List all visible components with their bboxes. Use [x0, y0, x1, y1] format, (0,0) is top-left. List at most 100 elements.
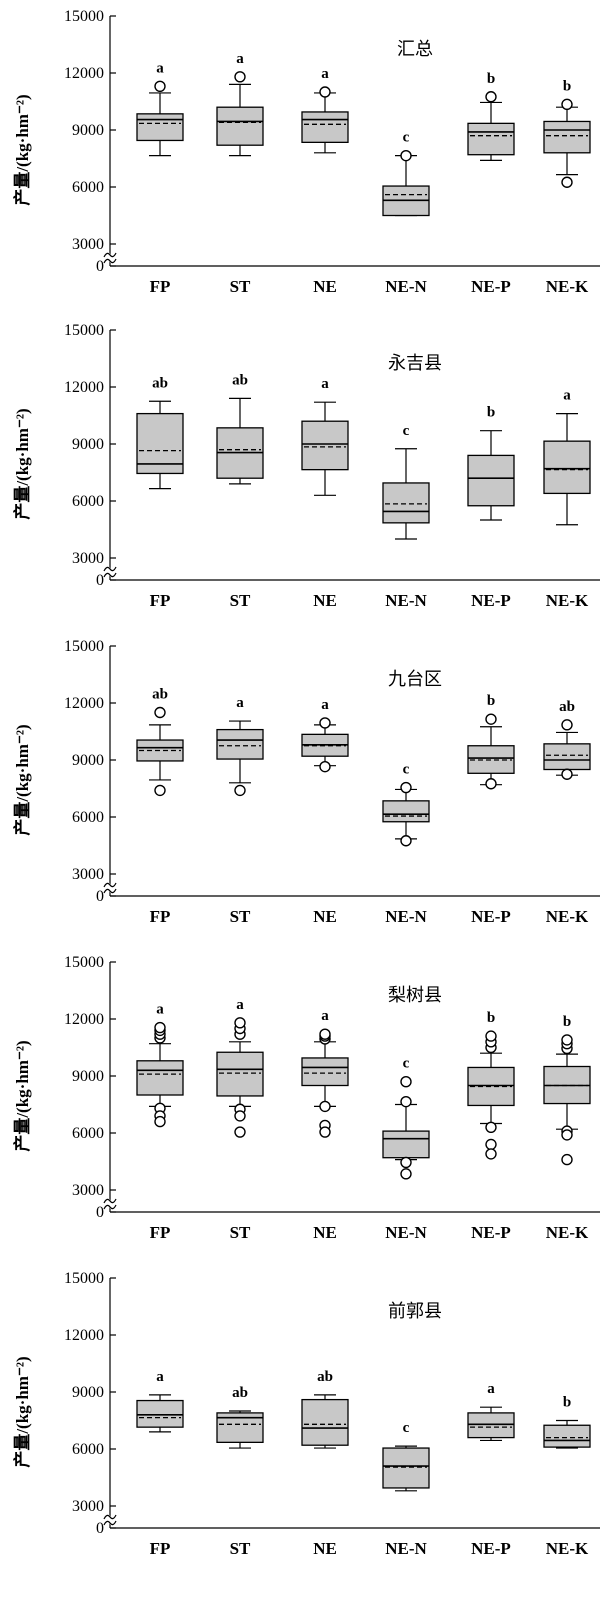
outlier-point — [400, 781, 412, 794]
iqr-box — [216, 1051, 264, 1097]
iqr-box — [382, 1447, 430, 1489]
significance-letter: c — [403, 130, 410, 146]
axis-break-mark — [103, 888, 117, 894]
outlier-point — [561, 176, 573, 188]
iqr-box — [543, 440, 591, 495]
outlier-point — [154, 1115, 166, 1128]
outlier-point — [485, 1148, 497, 1160]
box-NE-N: c — [382, 1420, 430, 1492]
significance-letter: b — [487, 693, 495, 709]
category-label: NE-K — [546, 277, 589, 296]
outlier-point — [561, 1034, 573, 1046]
outlier-point — [234, 1126, 246, 1138]
axis-break-mark — [103, 258, 117, 264]
y-tick-label: 0 — [96, 572, 104, 589]
category-label: ST — [230, 1539, 251, 1558]
y-tick-label: 0 — [96, 258, 104, 275]
box-NE: ab — [301, 1369, 349, 1449]
y-tick-label: 9000 — [72, 1384, 104, 1401]
box-ST: a — [216, 997, 264, 1138]
category-label: NE — [313, 1539, 337, 1558]
y-tick-label: 15000 — [64, 322, 104, 339]
iqr-box — [543, 120, 591, 154]
y-tick-label: 15000 — [64, 8, 104, 25]
axis-break-mark — [103, 1520, 117, 1526]
outlier-point — [154, 784, 166, 797]
significance-letter: b — [563, 1395, 571, 1411]
outlier-point — [561, 98, 573, 111]
outlier-point — [234, 1110, 246, 1122]
category-label: NE-P — [471, 907, 511, 926]
significance-letter: a — [236, 997, 244, 1013]
outlier-point — [485, 1138, 497, 1151]
category-label: NE-K — [546, 907, 589, 926]
box-NE-K: b — [543, 78, 591, 188]
category-label: NE-K — [546, 1539, 589, 1558]
box-NE-P: b — [467, 1010, 515, 1160]
outlier-point — [319, 1028, 331, 1040]
iqr-box — [382, 1130, 430, 1159]
box-NE-K: b — [543, 1014, 591, 1166]
box-NE-N: c — [382, 762, 430, 847]
outlier-point — [234, 1017, 246, 1029]
iqr-box — [216, 728, 264, 760]
panel-3: 15000 12000 9000 6000 3000 0 产量/(kg·hm⁻²) 九台区 FP… — [12, 638, 600, 926]
outlier-point — [485, 91, 497, 103]
iqr-box — [543, 743, 591, 771]
axis-break-gap — [106, 567, 114, 577]
significance-letter: a — [563, 388, 571, 404]
panel-5: 15000 12000 9000 6000 3000 0 产量/(kg·hm⁻²) 前郭县 FP… — [12, 1270, 600, 1558]
significance-letter: a — [321, 697, 329, 713]
iqr-box — [216, 106, 264, 146]
outlier-point — [561, 768, 573, 780]
iqr-box — [301, 111, 349, 143]
box-ST: a — [216, 695, 264, 797]
outlier-point — [400, 1095, 412, 1108]
outlier-point — [319, 1100, 331, 1113]
category-label: NE-K — [546, 591, 589, 610]
significance-letter: a — [236, 51, 244, 67]
box-NE-P: b — [467, 693, 515, 790]
panel-title: 汇总 — [397, 39, 433, 60]
significance-letter: ab — [152, 687, 168, 703]
significance-letter: ab — [232, 1385, 248, 1401]
y-tick-label: 12000 — [64, 695, 104, 712]
outlier-point — [485, 713, 497, 725]
outlier-point — [319, 86, 331, 98]
outlier-point — [400, 1168, 412, 1180]
y-tick-label: 9000 — [72, 436, 104, 453]
y-axis-label: 产量/(kg·hm⁻²) — [12, 1040, 32, 1151]
significance-letter: a — [321, 376, 329, 392]
iqr-box — [136, 1060, 184, 1096]
box-NE-N: c — [382, 130, 430, 217]
y-axis-label: 产量/(kg·hm⁻²) — [12, 408, 32, 519]
y-tick-label: 0 — [96, 1204, 104, 1221]
box-ST: ab — [216, 372, 264, 485]
y-tick-label: 9000 — [72, 1068, 104, 1085]
iqr-box — [301, 1398, 349, 1446]
category-label: NE-P — [471, 1223, 511, 1242]
significance-letter: a — [156, 1002, 164, 1018]
box-NE-N: c — [382, 423, 430, 540]
outlier-point — [561, 1153, 573, 1166]
y-tick-label: 15000 — [64, 1270, 104, 1287]
iqr-box — [136, 113, 184, 142]
significance-letter: a — [487, 1381, 495, 1397]
category-label: NE-K — [546, 1223, 589, 1242]
iqr-box — [467, 454, 515, 507]
significance-letter: b — [563, 78, 571, 94]
significance-letter: a — [156, 60, 164, 76]
category-label: FP — [150, 277, 171, 296]
category-label: NE — [313, 591, 337, 610]
axis-break-gap — [106, 1199, 114, 1209]
category-label: NE — [313, 1223, 337, 1242]
axis-break-gap — [106, 1515, 114, 1525]
y-tick-label: 0 — [96, 888, 104, 905]
panel-4: 15000 12000 9000 6000 3000 0 产量/(kg·hm⁻²) 梨树县 FP… — [12, 954, 600, 1242]
category-label: NE-N — [385, 1223, 427, 1242]
iqr-box — [301, 420, 349, 471]
y-tick-label: 12000 — [64, 379, 104, 396]
y-tick-label: 6000 — [72, 1125, 104, 1142]
significance-letter: a — [156, 1369, 164, 1385]
